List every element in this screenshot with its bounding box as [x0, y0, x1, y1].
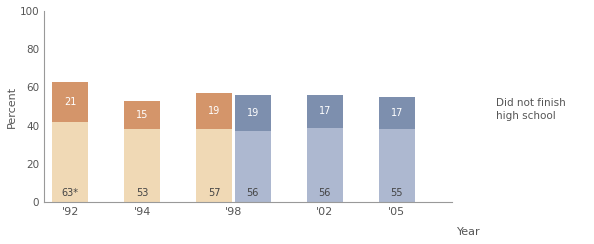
- Text: 21: 21: [64, 97, 77, 107]
- Bar: [379, 97, 415, 129]
- Text: 56: 56: [318, 188, 331, 198]
- Text: 17: 17: [318, 106, 331, 116]
- Bar: [235, 131, 271, 202]
- Bar: [52, 82, 89, 122]
- Text: 17: 17: [391, 108, 403, 118]
- Bar: [307, 95, 343, 128]
- Bar: [307, 128, 343, 202]
- Text: Did not finish
high school: Did not finish high school: [496, 98, 565, 122]
- Bar: [196, 129, 232, 202]
- Text: 19: 19: [247, 108, 259, 118]
- Bar: [196, 93, 232, 129]
- Text: 57: 57: [208, 188, 220, 198]
- Y-axis label: Percent: Percent: [7, 85, 17, 128]
- Text: Year: Year: [457, 227, 480, 237]
- Bar: [124, 101, 160, 129]
- Text: 55: 55: [390, 188, 403, 198]
- Text: 53: 53: [136, 188, 148, 198]
- Bar: [124, 129, 160, 202]
- Text: 19: 19: [208, 106, 220, 116]
- Text: 15: 15: [136, 110, 148, 120]
- Bar: [379, 129, 415, 202]
- Bar: [235, 95, 271, 131]
- Bar: [52, 122, 89, 202]
- Text: 56: 56: [247, 188, 259, 198]
- Text: 63*: 63*: [62, 188, 79, 198]
